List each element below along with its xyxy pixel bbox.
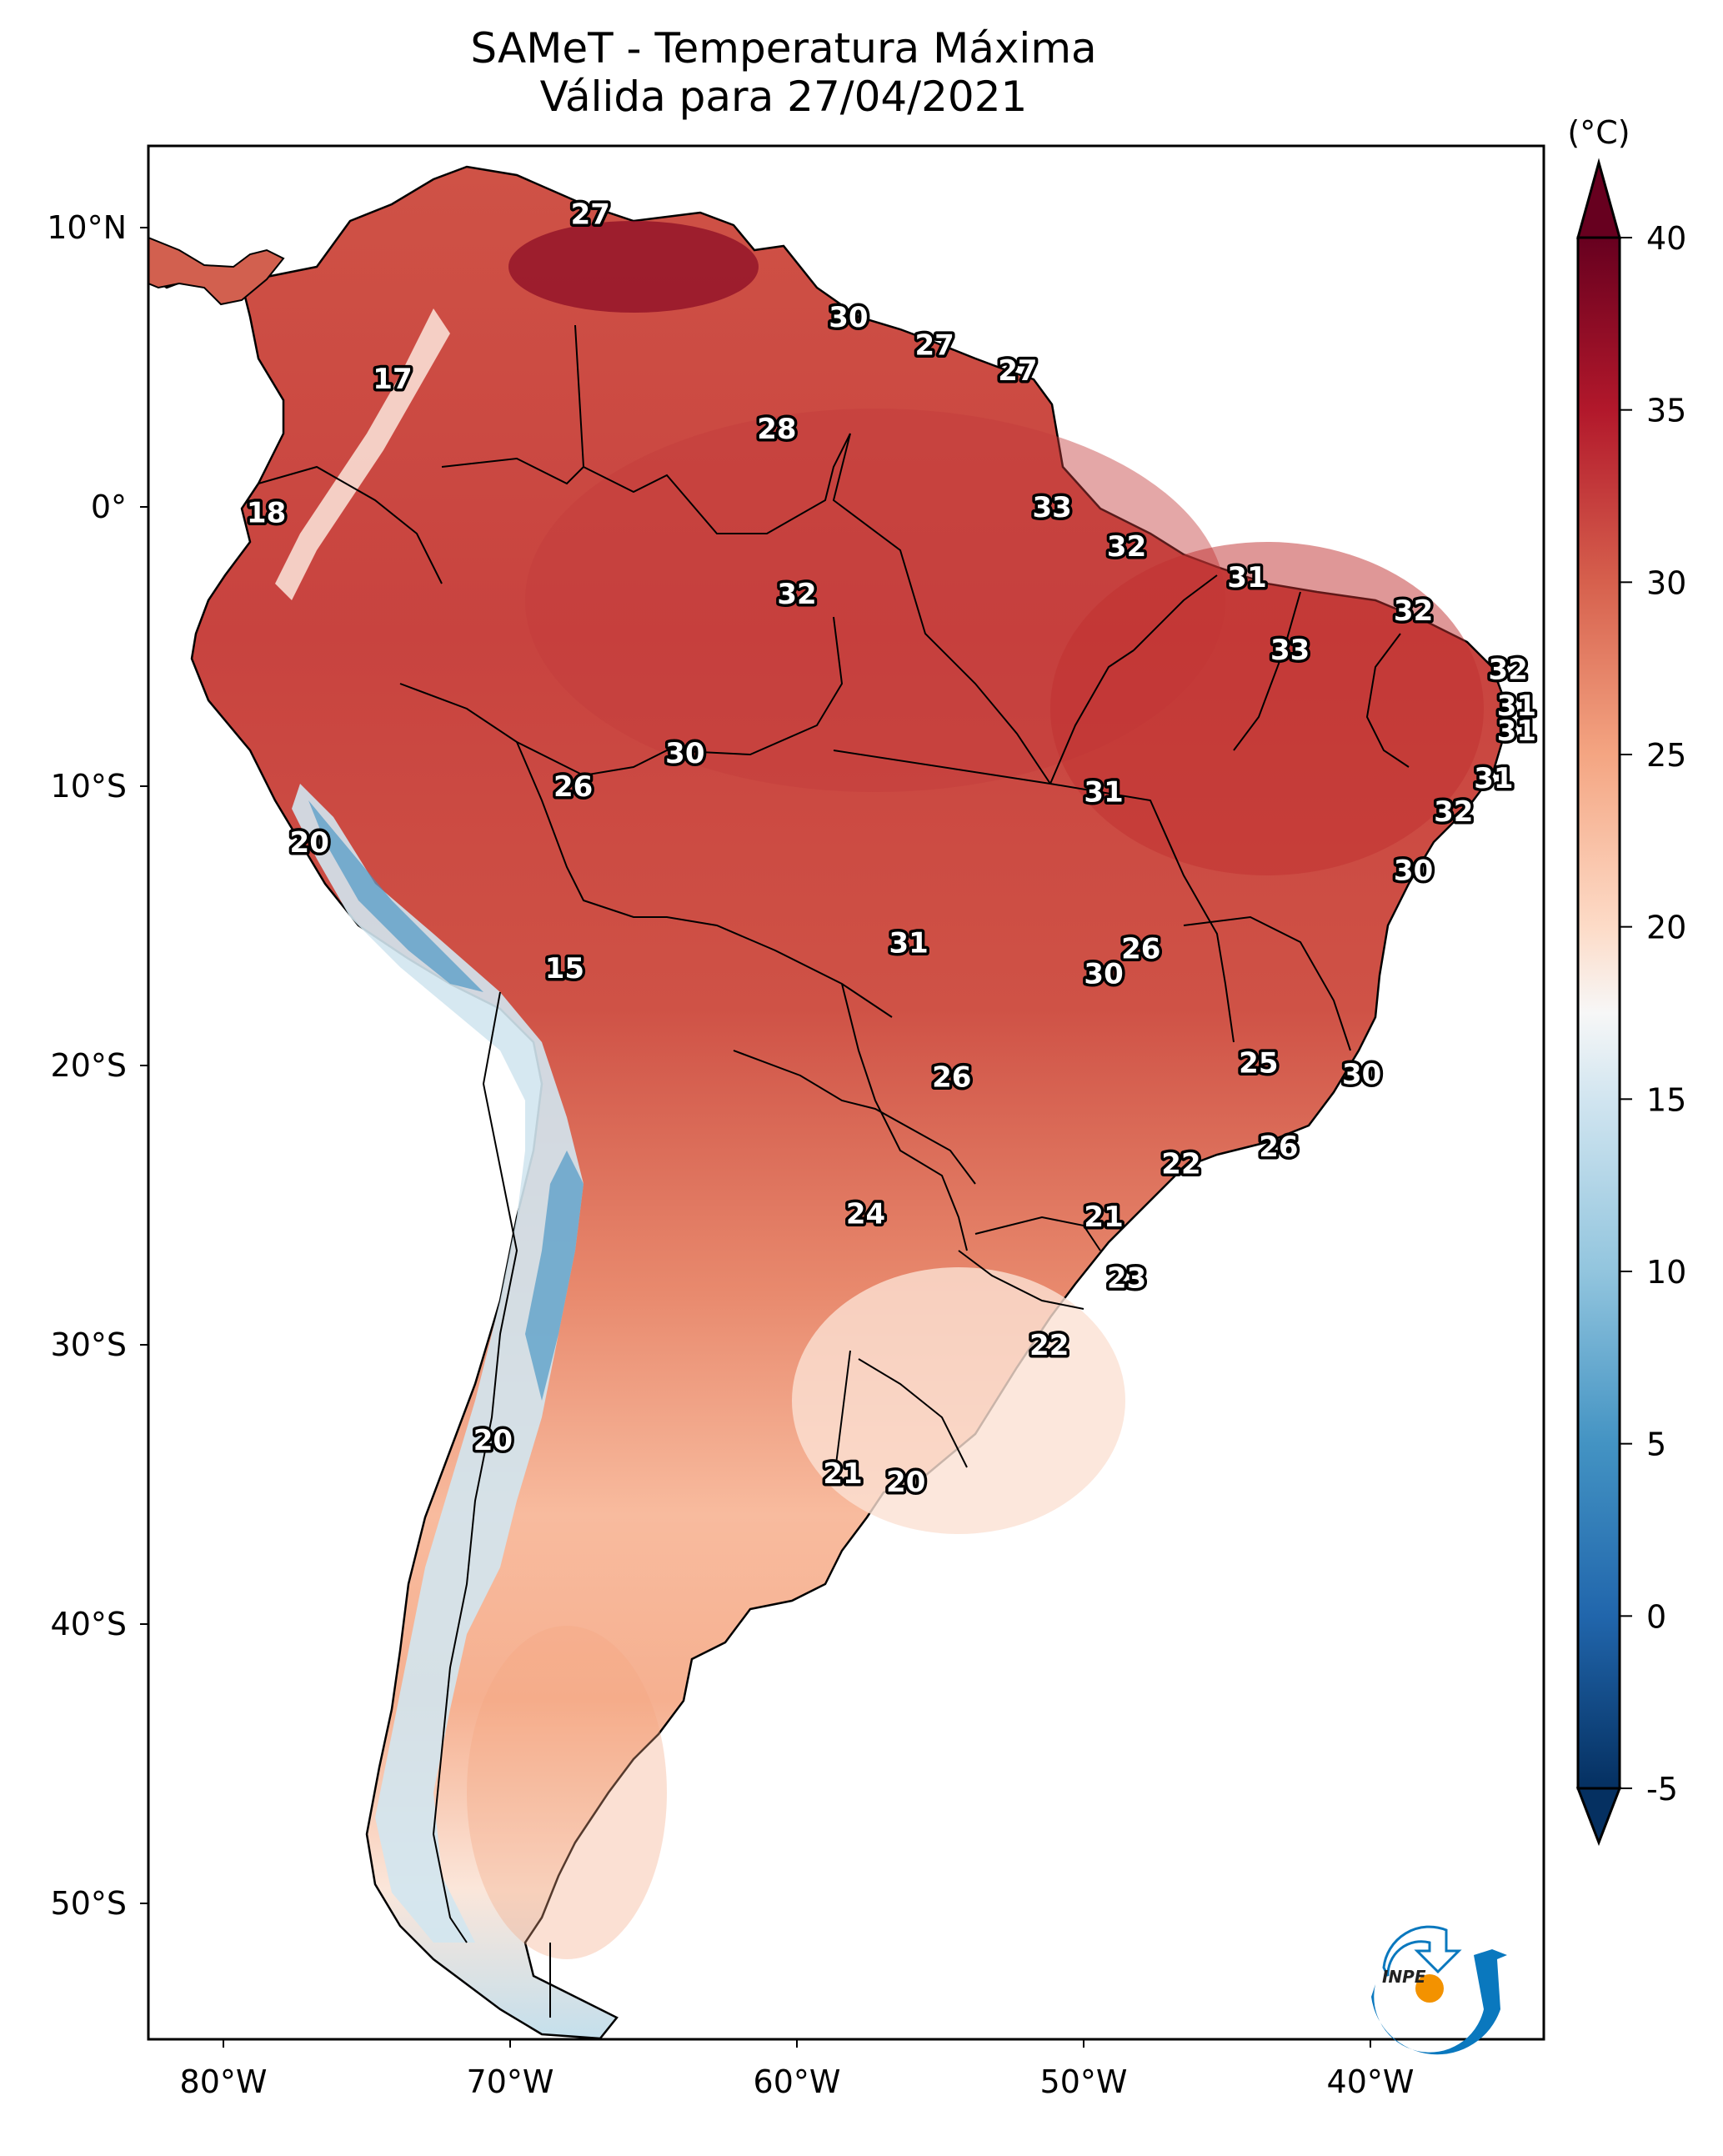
colorbar-unit-label: (°C) <box>1567 114 1630 151</box>
temperature-value-label: 31 <box>1497 689 1536 723</box>
temperature-value-label: 21 <box>1084 1201 1123 1234</box>
x-axis-ticks: 80°W 70°W 60°W 50°W 40°W <box>180 2039 1415 2100</box>
colorbar-tick-label: 0 <box>1646 1598 1666 1635</box>
temperature-value-label: 22 <box>1161 1147 1200 1181</box>
temperature-value-label: 20 <box>290 826 329 860</box>
colorbar-extend-min <box>1575 1787 1622 1847</box>
temperature-value-label: 23 <box>1107 1262 1146 1296</box>
andes-deep-cold <box>308 800 584 1401</box>
temperature-value-label: 32 <box>1394 594 1433 628</box>
temperature-value-label: 22 <box>1029 1329 1069 1362</box>
patagonia-zone <box>467 1626 667 1959</box>
temperature-value-label: 28 <box>757 413 796 446</box>
temperature-value-label: 31 <box>1084 776 1123 810</box>
andes-cold-band <box>292 784 584 1943</box>
x-tick-label: 50°W <box>1040 2063 1128 2100</box>
andes-north-cool <box>275 308 450 600</box>
colorbar-tick-label: 10 <box>1646 1254 1686 1291</box>
y-axis-ticks: 10°N 0° 10°S 20°S 30°S 40°S 50°S <box>47 209 148 1922</box>
colorbar: (°C) 40 35 30 25 20 15 10 5 0 -5 <box>1567 114 1686 1847</box>
y-tick-label: 10°N <box>47 209 127 246</box>
x-tick-label: 80°W <box>180 2063 268 2100</box>
temperature-value-label: 27 <box>571 198 610 231</box>
y-tick-label: 20°S <box>51 1047 127 1084</box>
logo-swirl-icon <box>1371 1949 1507 2055</box>
colorbar-tick-label: 30 <box>1646 564 1686 601</box>
temperature-value-label: 26 <box>932 1060 971 1094</box>
amazon-hot-zone <box>525 409 1225 792</box>
temperature-value-label: 32 <box>1107 530 1146 564</box>
temperature-value-label: 24 <box>846 1198 885 1231</box>
temperature-value-label: 32 <box>1488 653 1527 686</box>
temperature-value-label: 31 <box>1474 762 1513 795</box>
political-borders <box>258 324 1410 2018</box>
map-title-line1: SAMeT - Temperatura Máxima <box>470 24 1097 73</box>
temperature-value-label: 33 <box>1032 491 1071 524</box>
colorbar-tick-label: 35 <box>1646 393 1686 429</box>
temperature-value-label: 31 <box>1227 561 1266 594</box>
logo-arrow-icon <box>1382 1925 1462 1977</box>
y-tick-label: 10°S <box>51 768 127 805</box>
temperature-value-label: 26 <box>553 770 593 804</box>
colorbar-ticks: 40 35 30 25 20 15 10 5 0 -5 <box>1620 220 1686 1808</box>
temperature-labels: 2717183027272833323132333232313131323030… <box>243 195 1539 1502</box>
temperature-value-label: 20 <box>886 1466 925 1499</box>
y-tick-label: 40°S <box>51 1606 127 1642</box>
temperature-value-label: 27 <box>998 354 1037 388</box>
colorbar-tick-label: 40 <box>1646 220 1686 257</box>
temperature-value-label: 17 <box>373 363 412 396</box>
colorbar-tick-label: -5 <box>1646 1771 1678 1808</box>
colorbar-body <box>1576 236 1621 1790</box>
temperature-value-label: 30 <box>665 737 704 770</box>
temperature-value-label: 32 <box>777 578 816 611</box>
colorbar-tick-label: 25 <box>1646 737 1686 774</box>
temperature-value-label: 33 <box>1270 634 1310 667</box>
map-title-line2: Válida para 27/04/2021 <box>539 73 1028 121</box>
colorbar-tick-label: 5 <box>1646 1426 1666 1463</box>
temperature-value-label: 26 <box>1121 932 1160 965</box>
land-heatmap <box>148 165 1506 2039</box>
x-tick-label: 60°W <box>754 2063 841 2100</box>
y-tick-label: 30°S <box>51 1326 127 1363</box>
temperature-value-label: 15 <box>545 952 584 985</box>
x-tick-label: 70°W <box>467 2063 554 2100</box>
northeast-hot-zone <box>1050 542 1484 875</box>
inpe-logo: INPE <box>1371 1925 1507 2055</box>
map-frame <box>147 144 1545 2041</box>
temperature-value-label: 31 <box>1497 714 1536 748</box>
colorbar-tick-label: 15 <box>1646 1081 1686 1118</box>
temperature-value-label: 30 <box>829 301 868 334</box>
logo-text: INPE <box>1382 1967 1426 1987</box>
temperature-value-label: 30 <box>1084 957 1123 990</box>
logo-orange-dot <box>1415 1974 1444 2003</box>
panama-landmass <box>148 236 285 306</box>
venezuela-hot-core <box>508 221 759 313</box>
temperature-value-label: 27 <box>914 329 954 363</box>
colorbar-extend-max <box>1576 158 1621 239</box>
temperature-value-label: 18 <box>247 497 286 530</box>
temperature-value-label: 32 <box>1434 795 1473 829</box>
temperature-value-label: 30 <box>1342 1058 1381 1091</box>
y-tick-label: 50°S <box>51 1885 127 1922</box>
temperature-value-label: 21 <box>823 1457 862 1491</box>
south-cool-zone <box>792 1267 1125 1534</box>
x-tick-label: 40°W <box>1327 2063 1415 2100</box>
temperature-value-label: 25 <box>1239 1047 1278 1081</box>
temperature-value-label: 31 <box>889 927 928 960</box>
temperature-value-label: 20 <box>473 1424 513 1457</box>
colorbar-tick-label: 20 <box>1646 910 1686 946</box>
temperature-value-label: 30 <box>1394 855 1433 888</box>
temperature-value-label: 26 <box>1259 1131 1298 1164</box>
y-tick-label: 0° <box>91 489 127 525</box>
